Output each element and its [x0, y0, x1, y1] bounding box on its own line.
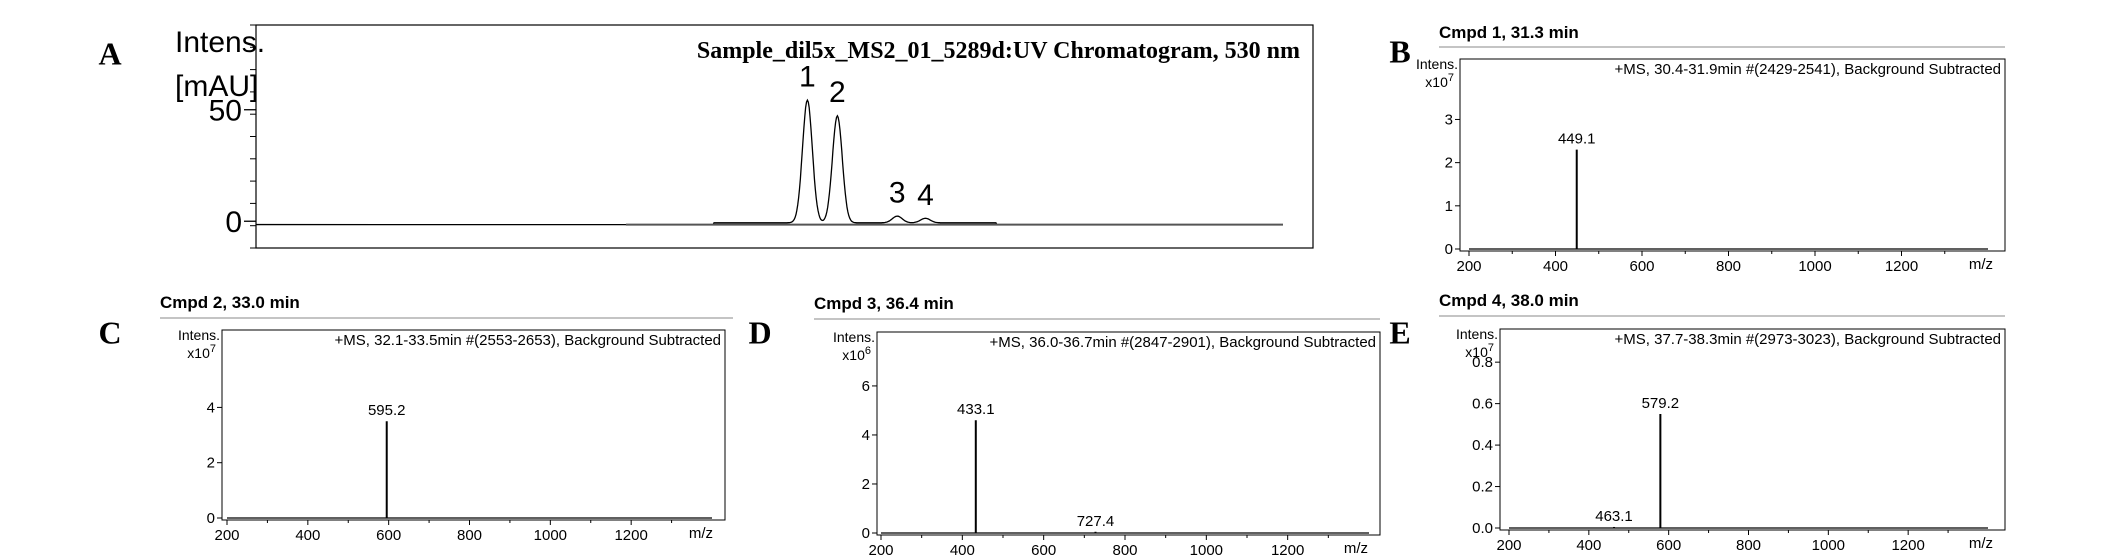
- spectrum-frame: [1459, 58, 2006, 252]
- x-tick-label: 800: [457, 527, 482, 544]
- y-multiplier-exponent: 7: [210, 343, 216, 355]
- spectrum-title: +MS, 36.0-36.7min #(2847-2901), Backgrou…: [990, 334, 1376, 351]
- panel-letter-c: C: [98, 314, 121, 350]
- spectrum-title: +MS, 37.7-38.3min #(2973-3023), Backgrou…: [1615, 331, 2001, 348]
- spectrum-frame: [876, 331, 1381, 536]
- y-tick-label: 0: [862, 525, 870, 542]
- y-multiplier: x107: [1425, 72, 1454, 90]
- panel-letter-e: E: [1389, 314, 1410, 350]
- y-tick-label: 2: [862, 476, 870, 493]
- y-axis-label: Intens.: [1416, 56, 1458, 72]
- peak-label: 463.1: [1595, 508, 1633, 525]
- y-tick-label: 0.0: [1472, 520, 1493, 537]
- panel-header-d: Cmpd 3, 36.4 min: [814, 294, 954, 313]
- x-tick-label: 1000: [534, 527, 567, 544]
- x-tick-label: 200: [868, 542, 893, 559]
- x-tick-label: 800: [1716, 258, 1741, 275]
- chart-title: Sample_dil5x_MS2_01_5289d:UV Chromatogra…: [697, 38, 1300, 64]
- peak-label: 1: [799, 61, 816, 94]
- spectrum-title: +MS, 32.1-33.5min #(2553-2653), Backgrou…: [335, 332, 721, 349]
- y-tick-label: 0: [1445, 241, 1453, 258]
- y-tick-label: 0.8: [1472, 354, 1493, 371]
- x-axis-label: m/z: [689, 525, 713, 542]
- y-multiplier-base: x10: [187, 345, 210, 361]
- x-tick-label: 1000: [1798, 258, 1831, 275]
- panel-header-e: Cmpd 4, 38.0 min: [1439, 291, 1579, 310]
- x-axis-label: m/z: [1969, 256, 1993, 273]
- y-tick-label: 3: [1445, 111, 1453, 128]
- x-tick-label: 200: [1456, 258, 1481, 275]
- x-tick-label: 1000: [1812, 537, 1845, 554]
- y-multiplier: x107: [187, 343, 216, 361]
- chromatogram-chart: 0 50 Intens. [mAU] Sample_dil5x_MS2_01_5289d…: [175, 24, 1314, 249]
- x-tick-label: 800: [1736, 537, 1761, 554]
- ms-spectrum-c: +MS, 32.1-33.5min #(2553-2653), Backgrou…: [178, 327, 726, 544]
- y-tick-label: 4: [207, 399, 215, 416]
- peak-label: 727.4: [1077, 513, 1115, 530]
- ms-spectrum-b: +MS, 30.4-31.9min #(2429-2541), Backgrou…: [1416, 56, 2006, 275]
- y-tick-label: 0.2: [1472, 479, 1493, 496]
- y-axis-label: Intens.: [178, 327, 220, 343]
- y-tick-label: 0.4: [1472, 437, 1493, 454]
- x-tick-label: 600: [1629, 258, 1654, 275]
- x-tick-label: 400: [950, 542, 975, 559]
- ms-spectrum-d: +MS, 36.0-36.7min #(2847-2901), Backgrou…: [833, 329, 1381, 559]
- peak-label: 4: [917, 179, 934, 212]
- y-tick-label: 6: [862, 378, 870, 395]
- peak-label: 2: [829, 76, 846, 109]
- y-multiplier-exponent: 6: [865, 345, 871, 357]
- y-multiplier-exponent: 7: [1488, 342, 1494, 354]
- x-tick-label: 1200: [1891, 537, 1924, 554]
- spectrum-frame: [1499, 328, 2006, 531]
- y-tick-label: 0.6: [1472, 396, 1493, 413]
- peak-label: 579.2: [1642, 395, 1680, 412]
- y-tick-label: 0: [225, 206, 242, 239]
- spectrum-frame: [221, 329, 726, 521]
- x-tick-label: 400: [1543, 258, 1568, 275]
- panel-header-c: Cmpd 2, 33.0 min: [160, 293, 300, 312]
- y-tick-label: 1: [1445, 198, 1453, 215]
- panel-letter-b: B: [1389, 33, 1410, 69]
- x-tick-label: 600: [1031, 542, 1056, 559]
- x-tick-label: 1000: [1190, 542, 1223, 559]
- y-multiplier-base: x10: [1425, 74, 1448, 90]
- y-tick-label: 0: [207, 510, 215, 527]
- x-tick-label: 400: [295, 527, 320, 544]
- x-tick-label: 200: [214, 527, 239, 544]
- x-tick-label: 600: [1656, 537, 1681, 554]
- x-tick-label: 600: [376, 527, 401, 544]
- panel-letter-a: A: [98, 35, 121, 71]
- y-tick-label: 4: [862, 427, 870, 444]
- panel-letter-d: D: [748, 314, 771, 350]
- peak-label: 449.1: [1558, 131, 1596, 148]
- x-axis-label: m/z: [1969, 535, 1993, 552]
- panel-header-b: Cmpd 1, 31.3 min: [1439, 23, 1579, 42]
- y-multiplier-base: x10: [1465, 344, 1488, 360]
- y-multiplier-exponent: 7: [1448, 72, 1454, 84]
- x-tick-label: 1200: [1271, 542, 1304, 559]
- x-tick-label: 1200: [614, 527, 647, 544]
- x-tick-label: 200: [1496, 537, 1521, 554]
- y-axis-label: Intens.: [833, 329, 875, 345]
- y-multiplier-base: x10: [842, 347, 865, 363]
- y-tick-label: 2: [207, 455, 215, 472]
- y-tick-label: 2: [1445, 155, 1453, 172]
- y-multiplier: x106: [842, 345, 871, 363]
- x-tick-label: 800: [1112, 542, 1137, 559]
- peak-label: 595.2: [368, 402, 406, 419]
- x-axis-label: m/z: [1344, 540, 1368, 557]
- y-multiplier: x107: [1465, 342, 1494, 360]
- x-tick-label: 1200: [1885, 258, 1918, 275]
- spectrum-title: +MS, 30.4-31.9min #(2429-2541), Backgrou…: [1615, 61, 2001, 78]
- peak-label: 433.1: [957, 401, 995, 418]
- y-tick-label: 50: [209, 95, 242, 128]
- y-axis-label: Intens.: [175, 26, 265, 59]
- y-axis-label: Intens.: [1456, 326, 1498, 342]
- chromatogram-trace: [255, 98, 1137, 226]
- peak-label: 3: [889, 177, 906, 210]
- ms-spectrum-e: +MS, 37.7-38.3min #(2973-3023), Backgrou…: [1456, 326, 2006, 554]
- y-axis-label: [mAU]: [175, 70, 258, 103]
- x-tick-label: 400: [1576, 537, 1601, 554]
